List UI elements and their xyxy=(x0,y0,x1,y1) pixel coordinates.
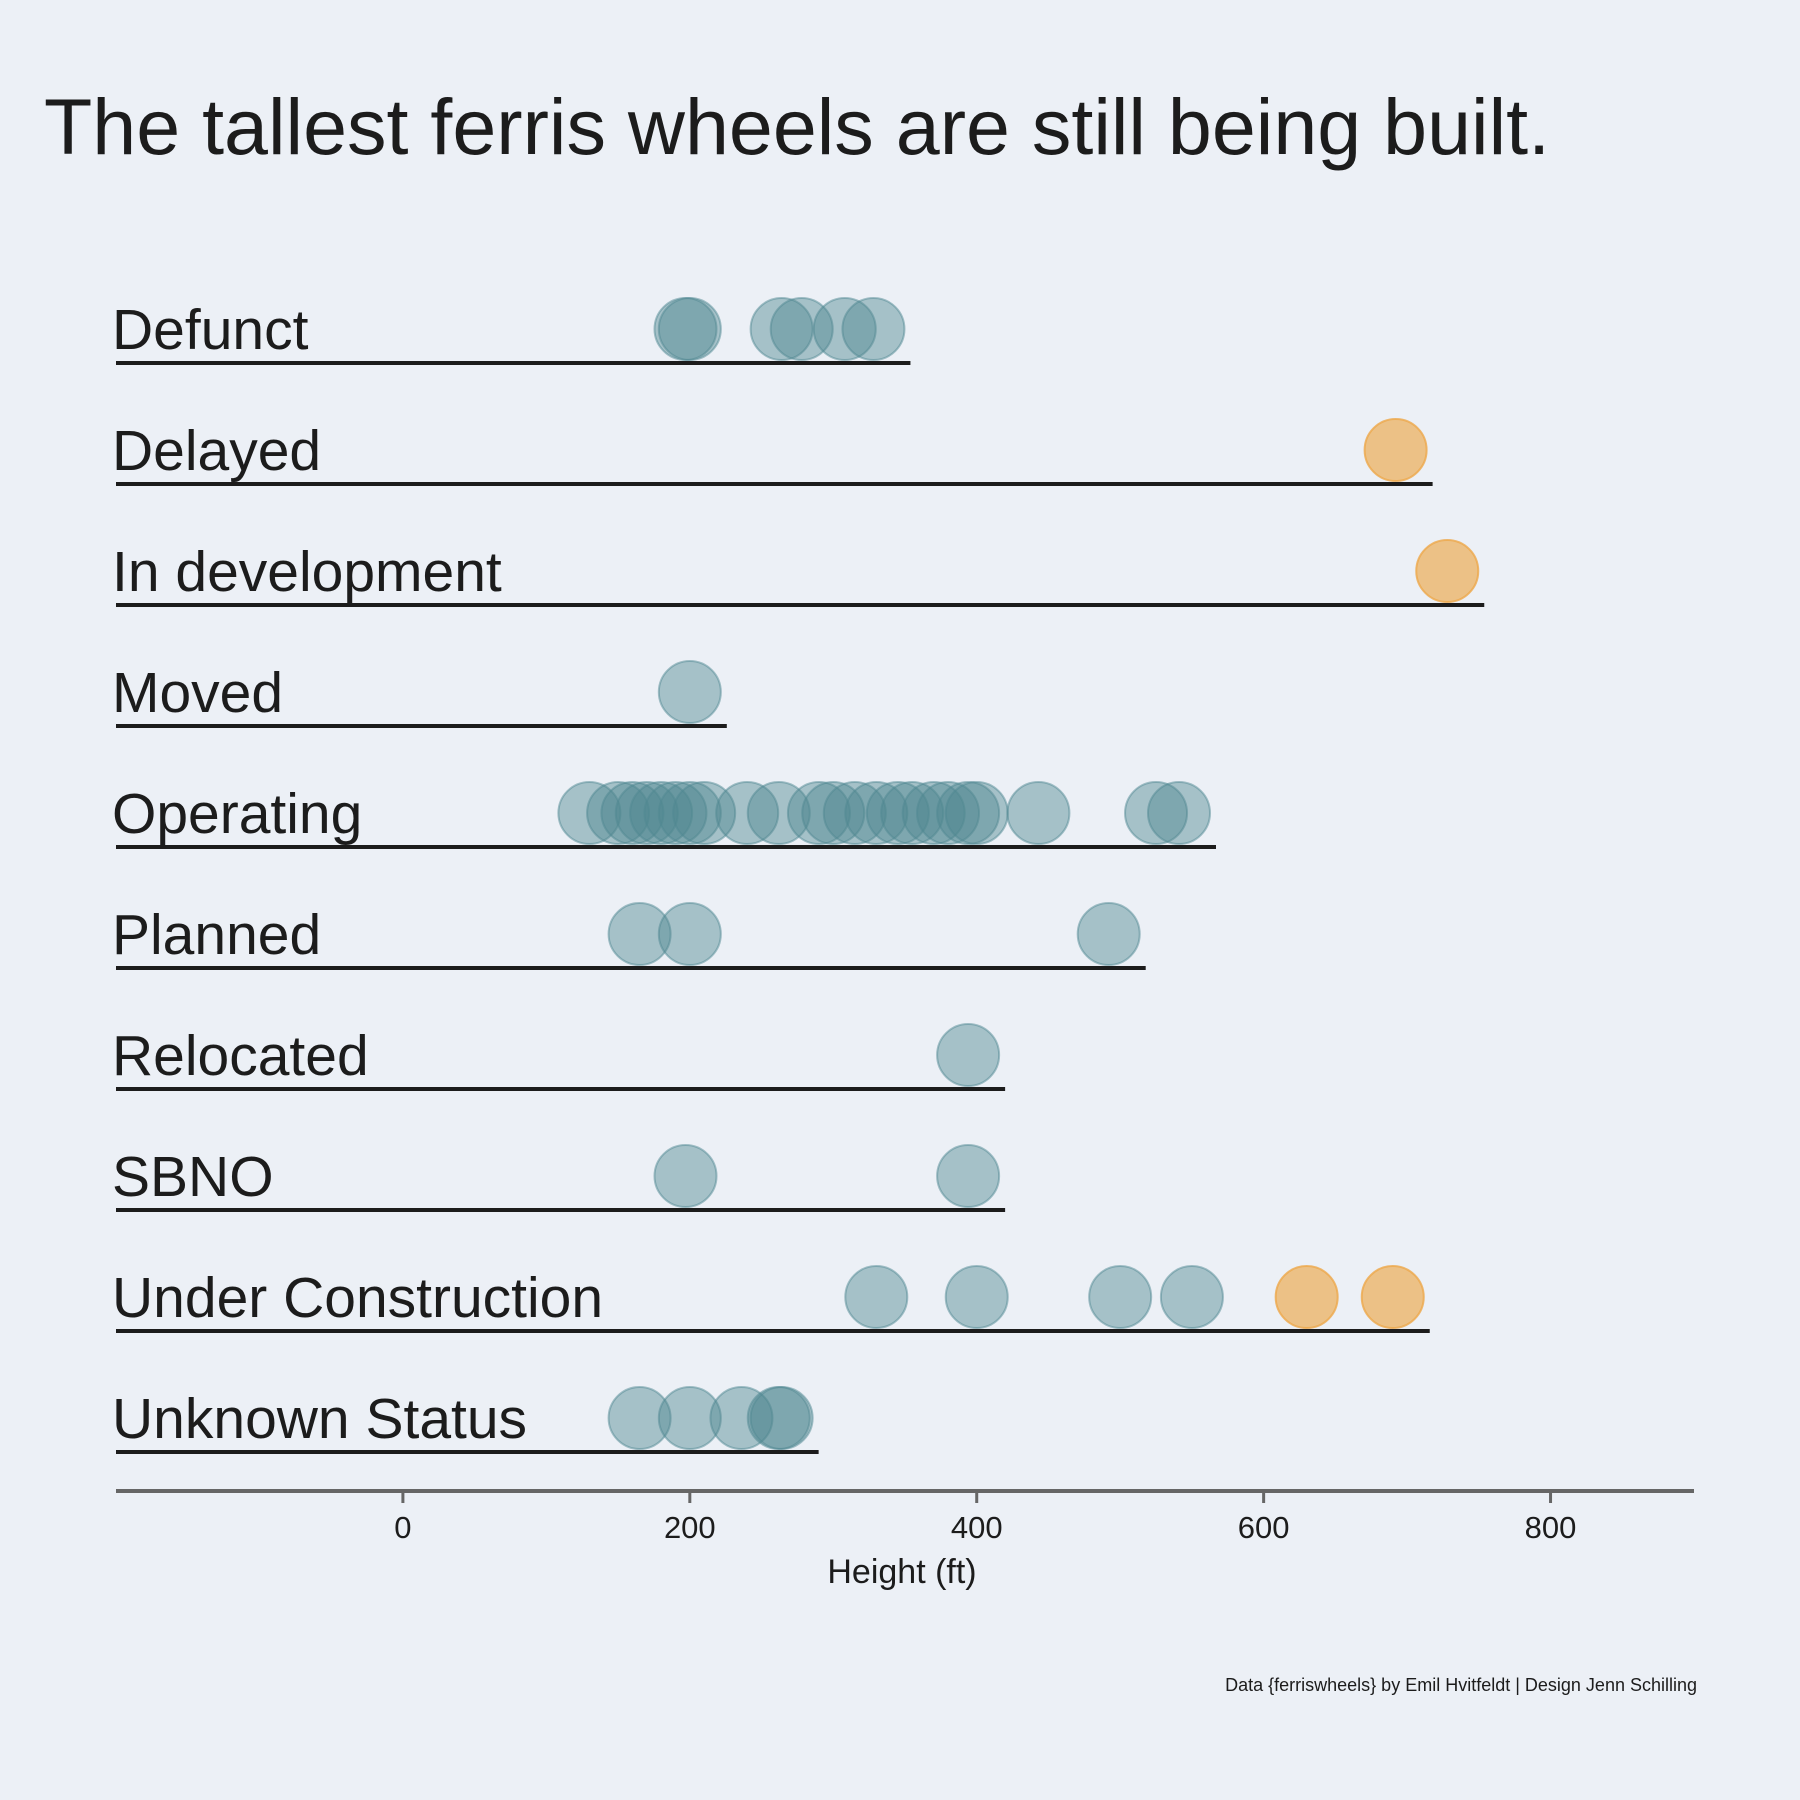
highlight-point xyxy=(1415,539,1480,603)
data-point xyxy=(1076,902,1141,966)
data-point xyxy=(844,1265,909,1329)
data-point xyxy=(936,781,1001,845)
data-point xyxy=(812,297,877,361)
x-axis: 0 200 400 600 800 Height (ft) xyxy=(116,1489,1694,1591)
category-label: Operating xyxy=(112,782,362,846)
category-label: In development xyxy=(112,540,502,604)
data-point xyxy=(916,781,981,845)
category-label: Relocated xyxy=(112,1024,369,1088)
x-tick-label: 0 xyxy=(394,1510,411,1545)
x-tick-label: 200 xyxy=(664,1510,716,1545)
row-in-development: In development xyxy=(112,539,1485,607)
category-label: Moved xyxy=(112,661,283,725)
highlight-point xyxy=(1274,1265,1339,1329)
data-point xyxy=(880,781,945,845)
data-point xyxy=(607,902,672,966)
category-label: Unknown Status xyxy=(112,1387,527,1451)
data-point xyxy=(746,781,811,845)
data-point xyxy=(936,1144,1001,1208)
data-point xyxy=(657,297,722,361)
row-moved: Moved xyxy=(112,660,727,728)
data-point xyxy=(657,781,722,845)
data-point xyxy=(1088,1265,1153,1329)
data-point xyxy=(749,1386,814,1450)
x-axis-title: Height (ft) xyxy=(827,1553,976,1591)
x-tick-label: 800 xyxy=(1525,1510,1577,1545)
data-point xyxy=(944,1265,1009,1329)
highlight-point xyxy=(1363,418,1428,482)
data-point xyxy=(1006,781,1071,845)
row-delayed: Delayed xyxy=(112,418,1433,486)
row-relocated: Relocated xyxy=(112,1023,1006,1091)
data-point xyxy=(1124,781,1189,845)
row-operating: Operating xyxy=(112,781,1216,849)
category-rows: Defunct Delayed In development Moved Operati… xyxy=(112,297,1485,1454)
row-planned: Planned xyxy=(112,902,1146,970)
data-point xyxy=(607,1386,672,1450)
category-label: SBNO xyxy=(112,1145,274,1209)
row-under-construction: Under Construction xyxy=(112,1265,1430,1333)
chart-caption: Data {ferriswheels} by Emil Hvitfeldt | … xyxy=(1225,1675,1697,1695)
data-point xyxy=(657,1386,722,1450)
x-tick-label: 600 xyxy=(1238,1510,1290,1545)
x-axis-ticks: 0 200 400 600 800 xyxy=(394,1491,1576,1545)
category-label: Planned xyxy=(112,903,321,967)
data-point xyxy=(936,1023,1001,1087)
data-point xyxy=(786,781,851,845)
chart-title: The tallest ferris wheels are still bein… xyxy=(44,82,1551,171)
data-point xyxy=(841,297,906,361)
data-point xyxy=(749,297,814,361)
category-label: Defunct xyxy=(112,298,309,362)
row-sbno: SBNO xyxy=(112,1144,1006,1212)
data-point xyxy=(657,902,722,966)
category-label: Under Construction xyxy=(112,1266,603,1330)
data-point xyxy=(944,781,1009,845)
data-point xyxy=(657,660,722,724)
data-point xyxy=(653,1144,718,1208)
highlight-point xyxy=(1360,1265,1425,1329)
data-point xyxy=(844,781,909,845)
data-point xyxy=(709,1386,774,1450)
row-defunct: Defunct xyxy=(112,297,911,365)
row-unknown-status: Unknown Status xyxy=(112,1386,819,1454)
x-tick-label: 400 xyxy=(951,1510,1003,1545)
data-point xyxy=(643,781,708,845)
data-point xyxy=(1146,781,1211,845)
data-point xyxy=(1159,1265,1224,1329)
category-label: Delayed xyxy=(112,419,321,483)
data-point xyxy=(865,781,930,845)
